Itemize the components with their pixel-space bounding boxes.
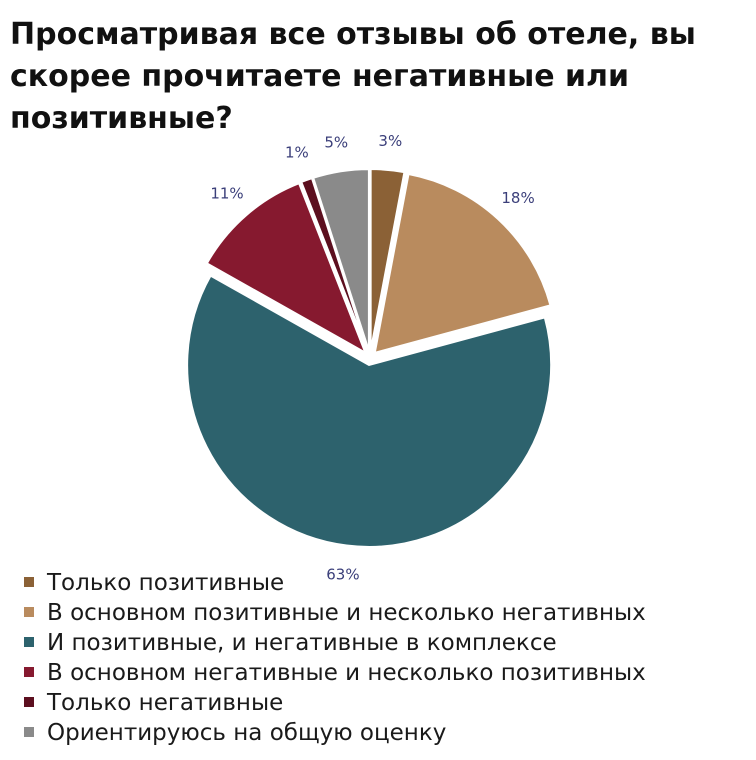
legend-label: Только негативные bbox=[46, 690, 283, 716]
legend-item: Только позитивные bbox=[24, 570, 284, 596]
legend-item: И позитивные, и негативные в комплексе bbox=[24, 630, 557, 656]
legend-item: В основном позитивные и несколько негати… bbox=[24, 600, 646, 626]
slice-percent-label: 5% bbox=[324, 134, 348, 152]
chart-title-line: Просматривая все отзывы об отеле, вы bbox=[10, 17, 696, 52]
legend-swatch bbox=[24, 577, 34, 587]
chart-title: Просматривая все отзывы об отеле, вы скор… bbox=[10, 17, 696, 136]
slice-percent-label: 63% bbox=[326, 565, 359, 583]
pie-slice bbox=[369, 168, 406, 353]
pie-slice bbox=[312, 168, 370, 353]
legend: Только позитивные В основном позитивные и… bbox=[24, 570, 646, 746]
pie-slice bbox=[186, 274, 553, 548]
chart-title-line: скорее прочитаете негативные или bbox=[10, 59, 629, 94]
legend-label: И позитивные, и негативные в комплексе bbox=[47, 630, 557, 656]
pie-slice bbox=[373, 173, 552, 354]
slice-percent-label: 1% bbox=[285, 144, 309, 162]
pie-slices bbox=[186, 168, 553, 548]
pie-slice bbox=[205, 182, 367, 354]
legend-swatch bbox=[24, 637, 34, 647]
legend-item: Ориентируюсь на общую оценку bbox=[24, 720, 446, 746]
slice-percent-label: 3% bbox=[378, 132, 402, 150]
legend-label: Ориентируюсь на общую оценку bbox=[47, 720, 446, 746]
legend-item: В основном негативные и несколько позити… bbox=[24, 660, 646, 686]
chart-title-line: позитивные? bbox=[10, 101, 233, 136]
legend-swatch bbox=[24, 667, 34, 677]
slice-labels: 3% 18% 63% 11% 1% 5% bbox=[210, 132, 534, 583]
slice-percent-label: 11% bbox=[210, 184, 243, 202]
legend-swatch bbox=[24, 727, 34, 737]
legend-item: Только негативные bbox=[24, 690, 283, 716]
legend-label: В основном позитивные и несколько негати… bbox=[47, 600, 646, 626]
legend-label: В основном негативные и несколько позити… bbox=[47, 660, 646, 686]
legend-swatch bbox=[24, 697, 34, 707]
legend-label: Только позитивные bbox=[46, 570, 284, 596]
slice-percent-label: 18% bbox=[501, 189, 534, 207]
pie-slice bbox=[300, 177, 369, 353]
legend-swatch bbox=[24, 607, 34, 617]
